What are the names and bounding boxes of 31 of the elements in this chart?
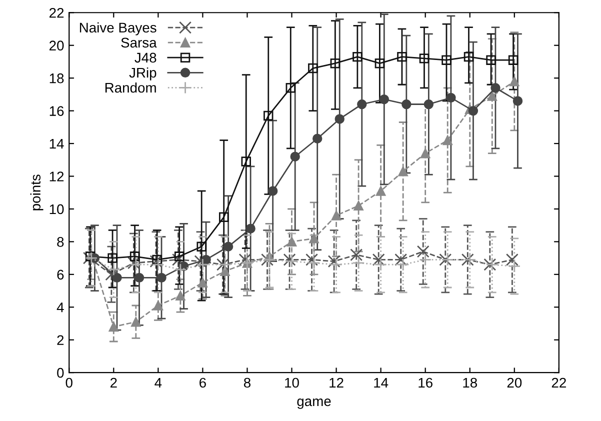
- y-tick-label: 2: [57, 335, 64, 345]
- x-axis-title: game: [297, 398, 331, 409]
- y-tick-label: 14: [50, 139, 64, 149]
- legend-label: J48: [134, 52, 156, 63]
- x-tick-label: 0: [66, 378, 72, 388]
- legend-label: JRip: [129, 67, 156, 80]
- legend-label: Random: [105, 82, 156, 93]
- x-tick-label: 20: [507, 378, 522, 388]
- x-tick-label: 18: [463, 378, 477, 388]
- y-tick-label: 6: [57, 270, 64, 280]
- y-tick-label: 8: [57, 237, 64, 247]
- x-tick-label: 22: [552, 378, 566, 388]
- y-tick-label: 16: [50, 106, 64, 116]
- x-tick-label: 14: [374, 378, 388, 388]
- x-tick-label: 10: [285, 378, 299, 388]
- x-tick-label: 8: [244, 378, 250, 388]
- legend-label: Naive Bayes: [80, 22, 156, 36]
- x-tick-label: 4: [154, 378, 162, 388]
- y-tick-label: 0: [57, 368, 64, 378]
- y-tick-label: 4: [56, 302, 64, 312]
- y-tick-label: 18: [50, 73, 64, 84]
- y-tick-label: 22: [50, 8, 64, 18]
- y-tick-label: 20: [50, 40, 64, 51]
- y-tick-label: 10: [50, 204, 64, 214]
- x-tick-label: 16: [418, 378, 432, 388]
- y-axis-title: points: [30, 174, 44, 210]
- legend-label: Sarsa: [121, 38, 157, 48]
- x-tick-label: 12: [330, 378, 344, 388]
- x-tick-label: 6: [200, 378, 206, 388]
- x-tick-label: 2: [110, 378, 117, 388]
- y-tick-label: 12: [50, 172, 64, 182]
